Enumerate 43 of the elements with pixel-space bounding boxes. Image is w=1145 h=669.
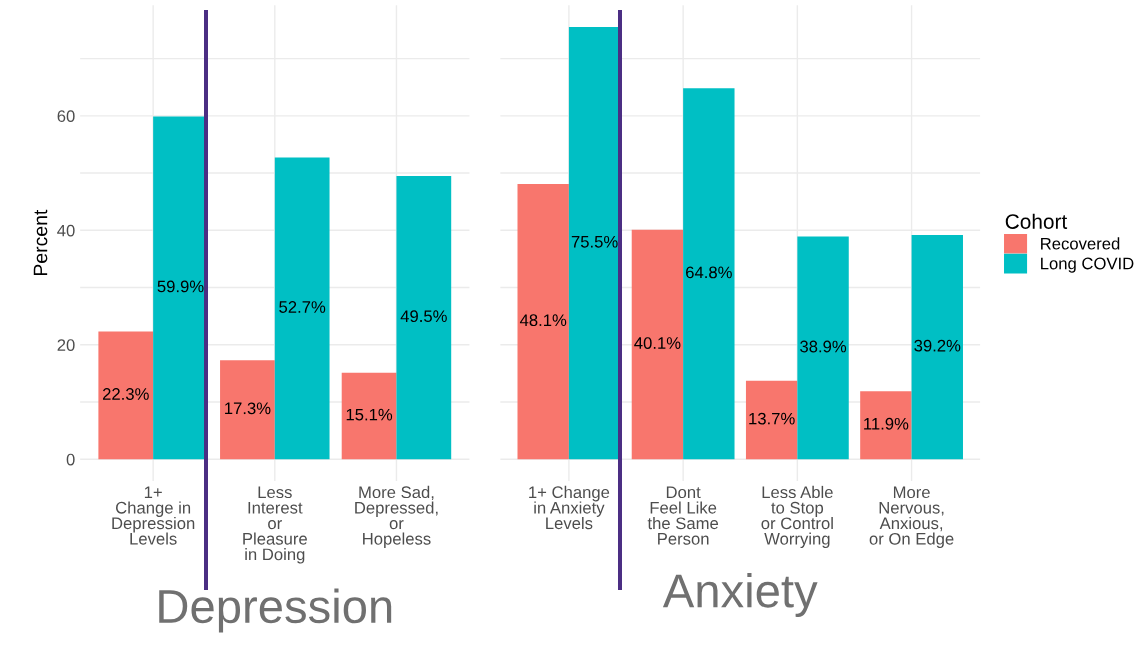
legend-title: Cohort [1005,213,1068,229]
legend-label: Recovered [1041,237,1120,250]
x-tick-label: Dont Feel Like the Same Person [647,486,719,545]
y-axis-title: Percent [33,209,48,276]
x-tick-label: Less Interest or Pleasure in Doing [243,486,307,564]
data-label: 22.3% [102,388,149,400]
x-tick-label: More Nervous, Anxious, or On Edge [869,486,954,549]
data-label: 38.9% [800,340,847,353]
bar [631,229,684,460]
bar [745,380,798,460]
data-label: 11.9% [864,417,909,430]
y-tick-label: 0 [66,453,75,466]
bar [860,391,912,460]
bar [98,331,154,460]
legend-label: Long COVID [1041,257,1134,273]
bar [517,183,569,460]
data-label: 52.7% [279,301,326,313]
y-tick-label: 20 [57,339,75,351]
data-label: 49.5% [400,310,447,323]
data-label: 75.5% [571,235,618,248]
bar [341,372,397,460]
data-label: 40.1% [634,337,681,349]
y-tick-label: 40 [57,224,75,237]
x-tick-label: Less Able to Stop or Control Worrying [761,485,833,549]
bar [911,234,963,460]
data-label: 39.2% [914,339,961,352]
x-tick-label: 1+ Change in Anxiety Levels [529,485,610,530]
bar [683,88,735,460]
bar [396,175,452,460]
x-axis-title: Depression [159,588,392,633]
y-tick-label: 60 [57,110,75,123]
data-label: 48.1% [519,314,567,327]
data-label: 59.9% [157,280,204,293]
x-tick-label: 1+ Change in Depression Levels [112,486,195,545]
x-axis-title: Anxiety [662,573,818,618]
bar [274,157,330,460]
data-label: 64.8% [686,266,732,279]
bar [797,236,849,460]
data-label: 17.3% [225,402,271,415]
bar [220,360,275,460]
data-label: 13.7% [749,412,795,425]
x-tick-label: More Sad, Depressed, or Hopeless [355,485,438,549]
data-label: 15.1% [346,408,393,421]
